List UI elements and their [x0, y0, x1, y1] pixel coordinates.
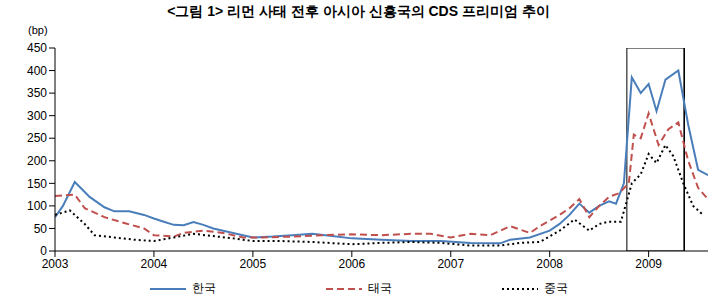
svg-text:100: 100 [27, 199, 47, 213]
svg-text:350: 350 [27, 86, 47, 100]
svg-text:250: 250 [27, 131, 47, 145]
svg-text:2009: 2009 [635, 257, 662, 271]
svg-text:450: 450 [27, 41, 47, 55]
svg-text:200: 200 [27, 154, 47, 168]
html-text:(bp): (bp) [28, 24, 48, 36]
svg-text:2006: 2006 [338, 257, 365, 271]
svg-text:2008: 2008 [536, 257, 563, 271]
html-text:한국: 한국 [191, 281, 216, 295]
svg-text:300: 300 [27, 109, 47, 123]
svg-text:2003: 2003 [42, 257, 69, 271]
svg-text:0: 0 [40, 244, 47, 258]
svg-text:2004: 2004 [141, 257, 168, 271]
html-text:중국: 중국 [543, 281, 568, 295]
html-text:<그림 1> 리먼 사태 전후 아시아 신흥국의 CDS 프: <그림 1> 리먼 사태 전후 아시아 신흥국의 CDS 프리미엄 추이 [167, 3, 550, 19]
svg-text:150: 150 [27, 177, 47, 191]
svg-text:2007: 2007 [437, 257, 464, 271]
html-text:태국: 태국 [367, 281, 392, 295]
svg-text:2005: 2005 [240, 257, 267, 271]
svg-text:400: 400 [27, 64, 47, 78]
svg-text:50: 50 [34, 222, 48, 236]
